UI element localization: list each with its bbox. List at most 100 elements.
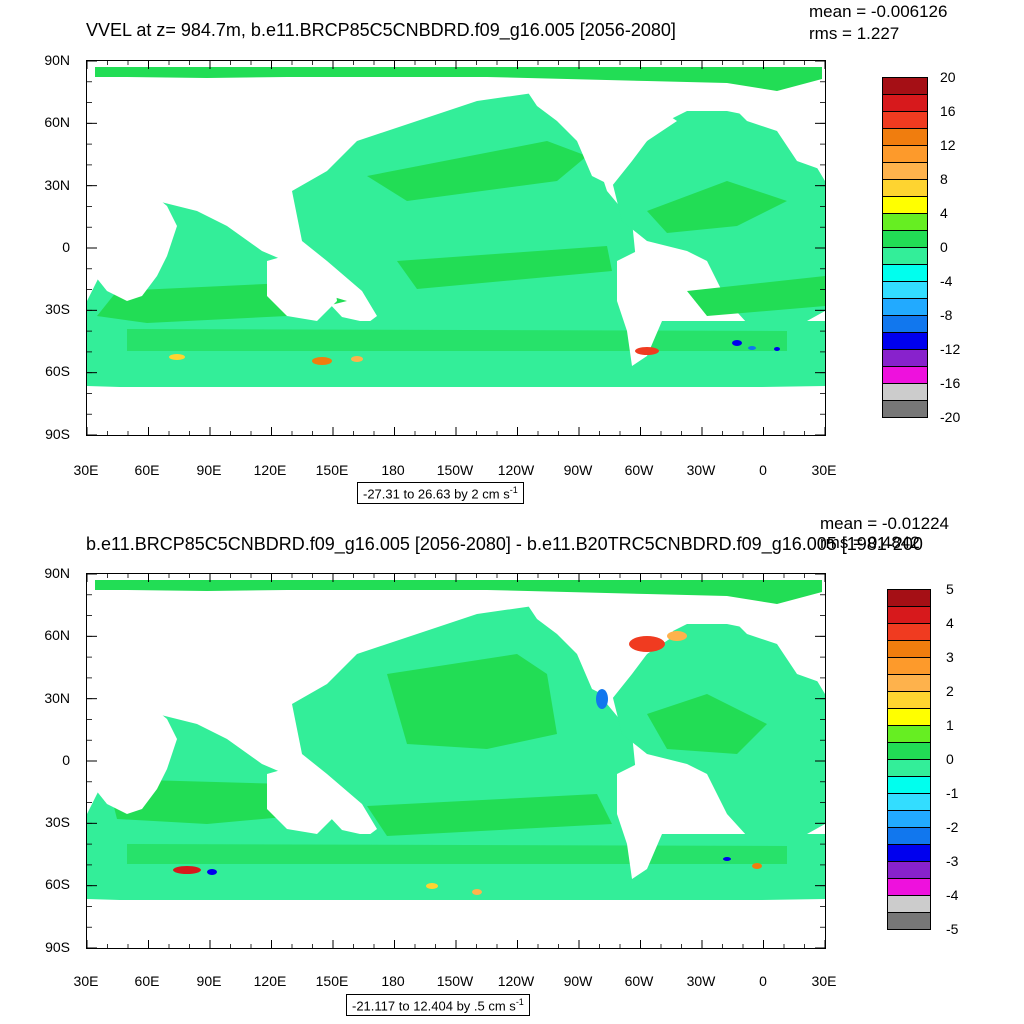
bottom-colorbar-label: -2 bbox=[946, 819, 959, 835]
top-colorbar-label: -4 bbox=[940, 273, 953, 289]
bottom-colorbar-label: 1 bbox=[946, 717, 954, 733]
map-tick-marks bbox=[87, 61, 825, 435]
bottom-map-plot bbox=[86, 573, 826, 949]
bottom-xtick-label: 60E bbox=[134, 973, 160, 989]
colorbar-swatch bbox=[887, 810, 931, 828]
colorbar-swatch bbox=[882, 281, 928, 299]
bottom-xtick-label: 30E bbox=[73, 973, 99, 989]
top-colorbar-label: 0 bbox=[940, 239, 948, 255]
colorbar-swatch bbox=[887, 793, 931, 811]
bottom-colorbar-label: 5 bbox=[946, 581, 954, 597]
top-ytick-label: 60S bbox=[45, 363, 70, 379]
colorbar-swatch bbox=[887, 623, 931, 641]
colorbar-swatch bbox=[882, 383, 928, 401]
top-eddy-hotspots bbox=[169, 340, 780, 365]
bottom-eddy-hotspots bbox=[173, 631, 762, 895]
bottom-panel: b.e11.BRCP85C5CNBDRD.f09_g16.005 [2056-2… bbox=[0, 512, 1024, 1024]
bottom-ytick-label: 60S bbox=[45, 876, 70, 892]
top-range-unit-exponent: -1 bbox=[509, 485, 518, 495]
colorbar-swatch bbox=[887, 776, 931, 794]
colorbar-swatch bbox=[882, 366, 928, 384]
bottom-colorbar-label: 2 bbox=[946, 683, 954, 699]
colorbar-swatch bbox=[887, 657, 931, 675]
colorbar-swatch bbox=[882, 230, 928, 248]
colorbar-swatch bbox=[882, 77, 928, 95]
bottom-ytick-label: 90S bbox=[45, 939, 70, 955]
colorbar-swatch bbox=[882, 128, 928, 146]
top-xtick-label: 150E bbox=[315, 462, 349, 478]
bottom-ytick-label: 60N bbox=[44, 627, 70, 643]
colorbar-swatch bbox=[887, 589, 931, 607]
colorbar-swatch bbox=[887, 759, 931, 777]
bottom-range-label: -21.117 to 12.404 by .5 cm s-1 bbox=[346, 994, 530, 1017]
bottom-xtick-label: 120W bbox=[497, 973, 535, 989]
bottom-ytick-label: 0 bbox=[62, 752, 70, 768]
colorbar-swatch bbox=[887, 912, 931, 930]
top-map-plot bbox=[86, 60, 826, 436]
top-colorbar-label: -12 bbox=[940, 341, 961, 357]
bottom-colorbar-label: 3 bbox=[946, 649, 954, 665]
bottom-xtick-label: 150W bbox=[436, 973, 474, 989]
bottom-colorbar-label: 0 bbox=[946, 751, 954, 767]
top-colorbar-label: 12 bbox=[940, 137, 956, 153]
bottom-ytick-label: 90N bbox=[44, 565, 70, 581]
top-colorbar-label: -8 bbox=[940, 307, 953, 323]
bottom-colorbar-label: -5 bbox=[946, 921, 959, 937]
bottom-chart-title: b.e11.BRCP85C5CNBDRD.f09_g16.005 [2056-2… bbox=[86, 534, 923, 554]
top-range-text: -27.31 to 26.63 by 2 cm s bbox=[363, 486, 510, 502]
top-chart-title: VVEL at z= 984.7m, b.e11.BRCP85C5CNBDRD.… bbox=[86, 20, 676, 40]
top-colorbar bbox=[882, 77, 928, 418]
bottom-colorbar-label: -3 bbox=[946, 853, 959, 869]
bottom-mean-stat: mean = -0.01224 bbox=[820, 514, 950, 533]
top-ytick-label: 30N bbox=[44, 177, 70, 193]
colorbar-swatch bbox=[882, 349, 928, 367]
bottom-colorbar-label: 4 bbox=[946, 615, 954, 631]
colorbar-swatch bbox=[887, 844, 931, 862]
top-xtick-label: 120E bbox=[253, 462, 287, 478]
colorbar-swatch bbox=[882, 145, 928, 163]
top-ocean-field bbox=[87, 67, 825, 406]
colorbar-swatch bbox=[882, 111, 928, 129]
top-ytick-label: 30S bbox=[45, 301, 70, 317]
colorbar-swatch bbox=[887, 742, 931, 760]
top-ytick-label: 0 bbox=[62, 239, 70, 255]
colorbar-swatch bbox=[882, 315, 928, 333]
top-land-masks bbox=[87, 81, 825, 435]
colorbar-swatch bbox=[882, 298, 928, 316]
top-xtick-label: 30E bbox=[811, 462, 837, 478]
colorbar-swatch bbox=[882, 400, 928, 418]
bottom-ytick-label: 30S bbox=[45, 814, 70, 830]
colorbar-swatch bbox=[882, 332, 928, 350]
bottom-xtick-label: 90E bbox=[196, 973, 222, 989]
bottom-xtick-label: 0 bbox=[759, 973, 767, 989]
top-ytick-label: 60N bbox=[44, 114, 70, 130]
colorbar-swatch bbox=[882, 264, 928, 282]
map-tick-marks bbox=[87, 574, 825, 948]
colorbar-swatch bbox=[887, 708, 931, 726]
colorbar-swatch bbox=[887, 861, 931, 879]
top-colorbar-label: 20 bbox=[940, 69, 956, 85]
top-panel: VVEL at z= 984.7m, b.e11.BRCP85C5CNBDRD.… bbox=[44, 3, 961, 505]
colorbar-swatch bbox=[882, 162, 928, 180]
colorbar-swatch bbox=[887, 606, 931, 624]
bottom-xtick-label: 60W bbox=[624, 973, 654, 989]
colorbar-swatch bbox=[882, 196, 928, 214]
colorbar-swatch bbox=[887, 674, 931, 692]
colorbar-swatch bbox=[882, 213, 928, 231]
top-rms-stat: rms = 1.227 bbox=[809, 24, 900, 43]
top-xtick-label: 30W bbox=[686, 462, 716, 478]
bottom-colorbar-label: -4 bbox=[946, 887, 959, 903]
bottom-ytick-label: 30N bbox=[44, 690, 70, 706]
top-colorbar-label: 4 bbox=[940, 205, 948, 221]
colorbar-swatch bbox=[887, 895, 931, 913]
bottom-xtick-label: 120E bbox=[253, 973, 287, 989]
top-range-label: -27.31 to 26.63 by 2 cm s-1 bbox=[357, 482, 524, 505]
colorbar-swatch bbox=[887, 640, 931, 658]
top-xtick-label: 120W bbox=[497, 462, 535, 478]
bottom-range-unit-exponent: -1 bbox=[515, 997, 524, 1007]
colorbar-swatch bbox=[887, 691, 931, 709]
bottom-ocean-field bbox=[87, 580, 825, 919]
top-xtick-label: 30E bbox=[73, 462, 99, 478]
top-xtick-label: 60W bbox=[624, 462, 654, 478]
bottom-colorbar-label: -1 bbox=[946, 785, 959, 801]
